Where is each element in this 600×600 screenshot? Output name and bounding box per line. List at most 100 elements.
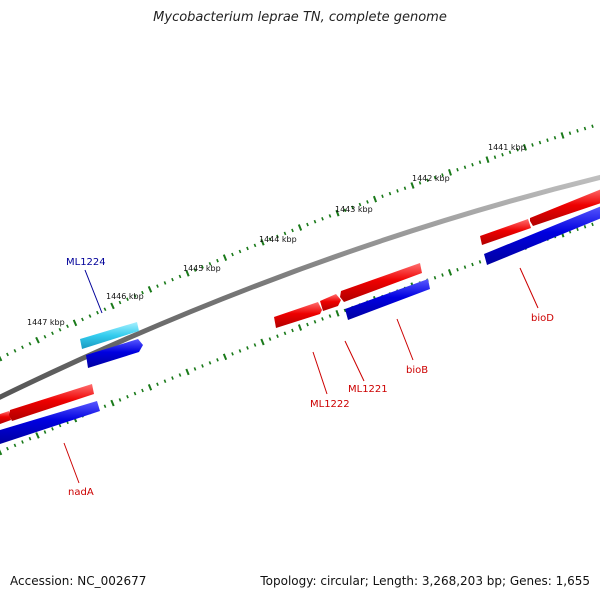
feature-bioD-blue[interactable] [484,205,600,265]
outer-ring-tick-mark [321,217,324,221]
outer-ring-tick-mark [126,297,129,302]
outer-ring-tick-mark [208,262,212,266]
inner-ring-tick-mark [110,399,115,407]
inner-ring-tick-mark [433,275,437,280]
inner-ring-tick-mark [103,404,107,409]
inner-ring-tick-mark [268,337,272,341]
outer-ring-tick-mark [133,294,137,298]
inner-ring-tick-mark [253,343,257,347]
gene-label-ML1224[interactable]: ML1224 [66,257,106,268]
outer-ring-tick-mark [21,345,24,350]
gene-label-bioB[interactable]: bioB [406,365,428,376]
tick-label-1441: 1441 kbp [488,143,526,152]
outer-ring-tick-mark [381,194,384,199]
outer-ring-tick-mark [253,243,257,248]
gene-label-bioD[interactable]: bioD [531,313,554,324]
outer-ring-tick-mark [531,143,534,147]
inner-ring-tick-mark [6,446,9,451]
inner-ring-tick-mark [58,423,62,428]
outer-ring-tick-mark [88,314,92,318]
leader-nadA [63,442,80,484]
inner-ring-tick-mark [126,394,129,399]
feature-nadA-red[interactable] [0,384,94,424]
inner-ring-tick-mark [163,379,167,383]
outer-ring-tick-mark [493,155,497,159]
outer-ring-tick-mark [58,327,62,332]
outer-ring-tick-mark [343,208,347,213]
feature-bioB-red[interactable] [340,263,422,302]
inner-ring-tick-mark [35,432,40,439]
outer-ring-tick-mark [268,237,272,242]
outer-ring-tick-mark [538,140,542,145]
outer-ring-tick-mark [448,168,452,176]
outer-ring-tick-mark [260,239,265,246]
inner-ring-tick-mark [231,352,234,356]
inner-ring-tick-mark [478,260,482,264]
map-title: Mycobacterium leprae TN, complete genome [153,10,447,25]
outer-ring-tick-mark [471,162,474,167]
inner-ring-tick-mark [28,436,32,441]
gene-label-ML1221[interactable]: ML1221 [348,384,388,395]
feature-ML1221-red[interactable] [320,294,341,311]
leader-bioD [519,267,539,309]
inner-ring-tick-mark [222,353,228,361]
inner-ring-tick-mark [141,388,144,393]
outer-ring-tick-mark [156,284,159,288]
inner-ring-tick-mark [291,328,294,333]
tick-label-1446: 1446 kbp [106,292,144,301]
inner-ring-tick-mark [313,320,317,324]
outer-ring-tick-mark [66,324,69,329]
outer-ring-tick-mark [591,124,594,129]
outer-ring-tick-mark [351,205,354,210]
outer-ring-tick-mark [403,186,407,190]
outer-ring-tick-mark [410,182,415,189]
outer-ring-tick-mark [110,302,115,310]
feature-ML1222-red[interactable] [274,302,322,328]
outer-ring-tick-mark [291,228,294,233]
outer-ring-tick-mark [463,165,467,169]
outer-ring-tick-mark [516,147,519,152]
outer-ring-tick-mark [560,132,565,139]
outer-ring-tick-mark [201,265,204,269]
inner-ring-tick-mark [583,225,587,229]
inner-ring-tick-mark [456,267,459,272]
outer-ring-tick-mark [388,191,392,196]
outer-ring-tick-mark [328,214,332,218]
outer-ring-tick-mark [553,136,557,140]
feature-bioD-red-1[interactable] [480,219,531,245]
genome-summary-text: Topology: circular; Length: 3,268,203 bp… [260,574,590,588]
outer-ring-tick-mark [28,341,32,346]
outer-ring-tick-mark [216,258,219,263]
inner-ring-tick-mark [321,317,324,321]
outer-ring-tick-mark [441,173,444,177]
outer-ring-tick-mark [358,202,362,207]
gene-label-ML1222[interactable]: ML1222 [310,399,350,410]
outer-ring-tick-mark [35,336,40,344]
feature-ML1224-blue[interactable] [86,339,143,368]
inner-ring-tick-mark [283,331,287,336]
outer-ring-tick-mark [103,307,107,312]
inner-ring-tick-mark [201,364,204,368]
inner-ring-tick-mark [118,398,122,402]
outer-ring-tick-mark [13,349,17,353]
feature-nadA-blue[interactable] [0,401,100,444]
inner-ring-tick-mark [343,308,347,313]
inner-ring-tick-mark [21,440,24,444]
inner-ring-tick-mark [193,367,197,371]
outer-ring-tick-mark [276,234,279,239]
inner-ring-tick-mark [208,361,212,365]
outer-ring-tick-mark [426,178,429,182]
outer-ring-tick-mark [335,209,340,217]
outer-ring-tick-mark [576,129,579,133]
feature-ML1224-cyan[interactable] [80,322,139,349]
outer-ring-tick-mark [178,274,182,279]
feature-bioD-red-2[interactable] [530,188,600,226]
outer-ring-tick-mark [366,200,369,204]
inner-ring-tick-mark [306,322,309,327]
feature-bioB-blue[interactable] [345,279,430,320]
gene-label-nadA[interactable]: nadA [68,487,94,498]
outer-ring-tick-mark [231,252,234,257]
inner-ring-tick-mark [51,427,54,431]
outer-ring-tick-mark [147,285,153,293]
